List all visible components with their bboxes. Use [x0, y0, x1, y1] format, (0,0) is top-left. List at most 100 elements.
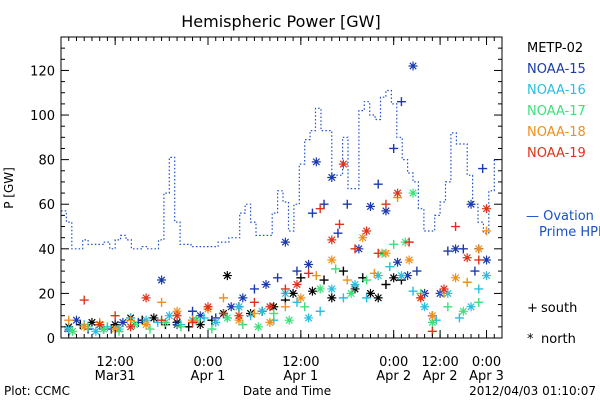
data-point-south [304, 268, 314, 278]
data-point-south [462, 277, 472, 287]
data-point-north [110, 324, 120, 334]
data-point-south [273, 273, 283, 283]
data-point-north [311, 157, 321, 167]
y-tick-label: 0 [47, 332, 55, 347]
data-point-north [451, 244, 461, 254]
satellite-points [64, 61, 492, 336]
data-point-north [141, 293, 151, 303]
data-point-north [346, 288, 356, 298]
legend-ovation-line2: Prime HPI [539, 225, 600, 240]
x-tick-label-time: 0:00 [379, 355, 408, 370]
data-point-south [474, 255, 484, 265]
data-point-south [110, 311, 120, 321]
data-point-north [315, 284, 325, 294]
data-point-south [188, 306, 198, 316]
x-tick-label-date: Apr 1 [283, 369, 318, 384]
data-point-north [157, 275, 167, 285]
y-tick-label: 60 [38, 198, 55, 213]
data-point-south [280, 302, 290, 312]
data-point-south [319, 275, 329, 285]
data-point-south [296, 273, 306, 283]
data-point-north [381, 248, 391, 258]
data-point-north [365, 201, 375, 211]
plot-frame [60, 36, 503, 339]
x-tick-label-date: Apr 2 [423, 369, 458, 384]
data-point-south [338, 293, 348, 303]
data-point-north [118, 317, 128, 327]
data-point-north [381, 206, 391, 216]
data-point-south [145, 324, 155, 334]
data-point-north [408, 188, 418, 198]
data-point-south [373, 248, 383, 258]
data-point-north [365, 288, 375, 298]
data-point-north [404, 255, 414, 265]
data-point-north [416, 293, 426, 303]
data-point-south [64, 315, 74, 325]
data-point-north [393, 188, 403, 198]
data-point-north [149, 313, 159, 323]
data-point-north [126, 322, 136, 332]
data-point-north [389, 273, 399, 283]
data-point-north [284, 315, 294, 325]
data-point-south [342, 275, 352, 285]
data-point-north [307, 286, 317, 296]
plot-timestamp: 2012/04/03 01:10:07 [469, 384, 596, 398]
data-point-north [458, 306, 468, 316]
data-point-north [482, 204, 492, 214]
data-point-north [91, 326, 101, 336]
data-point-south [474, 297, 484, 307]
data-point-south [249, 308, 259, 318]
data-point-south [404, 237, 414, 247]
data-point-north [466, 199, 476, 209]
data-point-north [265, 317, 275, 327]
data-point-south [246, 311, 256, 321]
data-point-north [253, 322, 263, 332]
data-point-south [315, 306, 325, 316]
data-point-south [218, 293, 228, 303]
data-point-south [369, 268, 379, 278]
data-point-north [373, 293, 383, 303]
data-point-north [234, 311, 244, 321]
ovation-prime-line [61, 89, 498, 250]
data-point-north [164, 311, 174, 321]
legend-south-label: south [541, 301, 577, 316]
x-tick-label-time: 12:00 [96, 355, 133, 370]
y-tick-label: 40 [38, 243, 55, 258]
data-point-south [157, 315, 167, 325]
data-point-south [342, 199, 352, 209]
data-point-south [280, 284, 290, 294]
data-point-north [292, 279, 302, 289]
data-point-south [381, 279, 391, 289]
y-tick-label: 80 [38, 154, 55, 169]
data-point-south [218, 308, 228, 318]
data-point-north [265, 302, 275, 312]
data-point-south [412, 266, 422, 276]
x-tick-label-time: 0:00 [472, 355, 501, 370]
data-point-south [358, 273, 368, 283]
data-point-south [249, 297, 259, 307]
data-point-north [408, 61, 418, 71]
data-point-south [474, 284, 484, 294]
data-point-north [420, 302, 430, 312]
legend-item: NOAA-15 [527, 62, 586, 77]
legend-item: METP-02 [527, 41, 583, 56]
data-point-north [288, 288, 298, 298]
data-point-south [335, 219, 345, 229]
data-point-south [207, 315, 217, 325]
data-point-south [102, 322, 112, 332]
data-point-north [141, 320, 151, 330]
data-point-south [79, 295, 89, 305]
data-point-north [238, 293, 248, 303]
data-point-south [188, 317, 198, 327]
legend-item: NOAA-18 [527, 125, 586, 140]
y-axis: 0 20 40 60 80 100 120 [30, 47, 502, 347]
data-point-north [403, 271, 413, 281]
plot-credit: Plot: CCMC [4, 384, 70, 398]
data-point-north [211, 317, 221, 327]
data-point-north [362, 226, 372, 236]
legend-north-label: north [541, 332, 576, 347]
y-tick-label: 120 [30, 64, 55, 79]
y-tick-label: 100 [30, 109, 55, 124]
data-point-north [130, 320, 139, 330]
